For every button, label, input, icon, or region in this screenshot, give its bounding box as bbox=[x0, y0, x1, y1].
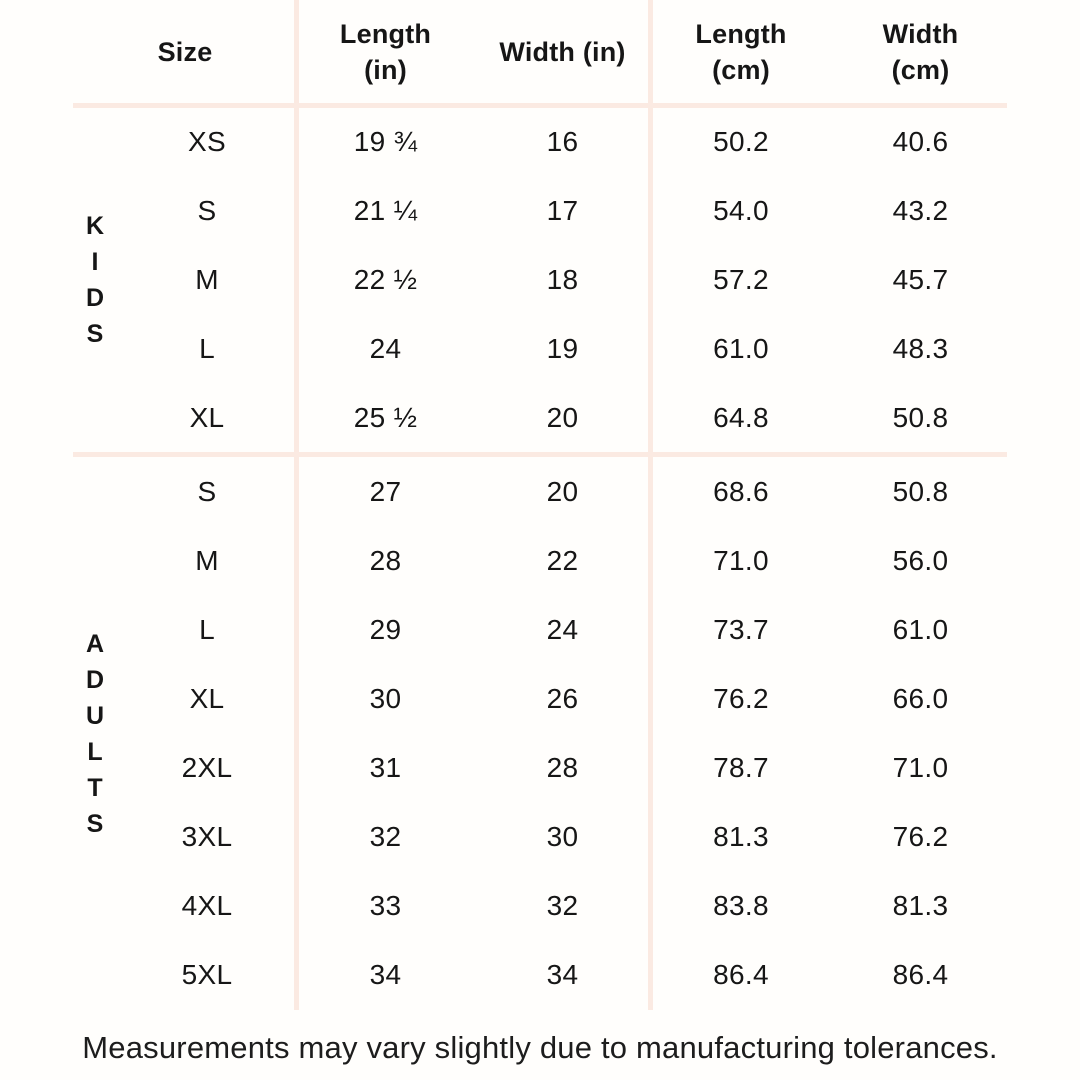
cell-size: 5XL bbox=[181, 959, 233, 991]
cell-length-in: 31 bbox=[369, 752, 402, 784]
cell-length-cm: 71.0 bbox=[713, 544, 769, 576]
cell-size: L bbox=[199, 613, 215, 645]
cell-width-in: 18 bbox=[546, 263, 579, 295]
cell-width-cm: 40.6 bbox=[892, 126, 949, 158]
cell-width-in: 24 bbox=[546, 613, 579, 645]
cell-width-cm: 56.0 bbox=[892, 544, 949, 576]
cell-width-in: 28 bbox=[546, 752, 579, 784]
cell-width-cm: 86.4 bbox=[892, 959, 949, 991]
cell-length-in: 34 bbox=[369, 959, 402, 991]
cell-size: L bbox=[199, 332, 215, 364]
cell-length-in: 33 bbox=[369, 890, 402, 922]
table-header-row: Size Length (in) Width (in) Length (cm) … bbox=[0, 0, 1010, 103]
cell-width-in: 32 bbox=[546, 890, 579, 922]
cell-width-in: 30 bbox=[546, 821, 579, 853]
cell-size: XL bbox=[189, 401, 225, 433]
cell-width-cm: 81.3 bbox=[892, 890, 949, 922]
column-header-length-in: Length (in) bbox=[339, 18, 432, 85]
cell-width-cm: 66.0 bbox=[892, 682, 949, 714]
cell-size: 3XL bbox=[181, 821, 233, 853]
cell-length-cm: 73.7 bbox=[713, 613, 769, 645]
cell-length-cm: 86.4 bbox=[713, 959, 769, 991]
cell-size: XS bbox=[188, 126, 226, 158]
cell-length-cm: 64.8 bbox=[713, 401, 769, 433]
vertical-divider-right bbox=[648, 0, 653, 1010]
cell-length-cm: 83.8 bbox=[713, 890, 769, 922]
cell-size: M bbox=[195, 263, 219, 295]
table-row: L 24 19 61.0 48.3 bbox=[0, 314, 1010, 383]
cell-length-cm: 76.2 bbox=[713, 682, 769, 714]
header-underline bbox=[73, 103, 1007, 108]
kids-adults-divider bbox=[73, 452, 1007, 457]
group-label-adults: A D U L T S bbox=[85, 629, 105, 838]
table-row: S 27 20 68.6 50.8 bbox=[0, 457, 1010, 526]
cell-width-in: 22 bbox=[546, 544, 579, 576]
table-row: 3XL 32 30 81.3 76.2 bbox=[0, 803, 1010, 872]
cell-width-cm: 50.8 bbox=[892, 475, 949, 507]
cell-length-cm: 68.6 bbox=[713, 475, 769, 507]
cell-width-in: 26 bbox=[546, 682, 579, 714]
cell-length-in: 19 ¾ bbox=[353, 126, 418, 158]
column-header-width-in: Width (in) bbox=[499, 36, 626, 67]
cell-width-cm: 48.3 bbox=[892, 332, 949, 364]
cell-width-in: 16 bbox=[546, 126, 579, 158]
cell-length-cm: 78.7 bbox=[713, 752, 769, 784]
table-row: M 22 ½ 18 57.2 45.7 bbox=[0, 246, 1010, 315]
column-header-size: Size bbox=[157, 36, 213, 67]
group-label-kids: K I D S bbox=[85, 212, 105, 348]
cell-width-cm: 45.7 bbox=[892, 263, 949, 295]
cell-width-in: 19 bbox=[546, 332, 579, 364]
tolerance-note: Measurements may vary slightly due to ma… bbox=[82, 1030, 998, 1065]
cell-width-in: 34 bbox=[546, 959, 579, 991]
cell-length-cm: 61.0 bbox=[713, 332, 769, 364]
cell-width-in: 17 bbox=[546, 195, 579, 227]
column-header-width-cm: Width (cm) bbox=[882, 18, 959, 85]
cell-length-in: 32 bbox=[369, 821, 402, 853]
table-row: 4XL 33 32 83.8 81.3 bbox=[0, 872, 1010, 941]
cell-length-cm: 54.0 bbox=[713, 195, 769, 227]
cell-size: 4XL bbox=[181, 890, 233, 922]
cell-width-in: 20 bbox=[546, 401, 579, 433]
cell-width-cm: 43.2 bbox=[892, 195, 949, 227]
table-row: L 29 24 73.7 61.0 bbox=[0, 595, 1010, 664]
cell-size: XL bbox=[189, 682, 225, 714]
cell-width-cm: 76.2 bbox=[892, 821, 949, 853]
cell-width-cm: 50.8 bbox=[892, 401, 949, 433]
kids-section: XS 19 ¾ 16 50.2 40.6 S 21 ¼ 17 54.0 43.2… bbox=[0, 108, 1010, 452]
cell-length-cm: 81.3 bbox=[713, 821, 769, 853]
table-row: M 28 22 71.0 56.0 bbox=[0, 526, 1010, 595]
table-row: XL 25 ½ 20 64.8 50.8 bbox=[0, 383, 1010, 452]
cell-length-cm: 57.2 bbox=[713, 263, 769, 295]
vertical-divider-left bbox=[294, 0, 299, 1010]
table-row: XS 19 ¾ 16 50.2 40.6 bbox=[0, 108, 1010, 177]
cell-length-in: 24 bbox=[369, 332, 402, 364]
table-row: 5XL 34 34 86.4 86.4 bbox=[0, 941, 1010, 1010]
table-row: S 21 ¼ 17 54.0 43.2 bbox=[0, 177, 1010, 246]
cell-length-in: 21 ¼ bbox=[353, 195, 418, 227]
cell-length-cm: 50.2 bbox=[713, 126, 769, 158]
table-row: 2XL 31 28 78.7 71.0 bbox=[0, 734, 1010, 803]
cell-size: M bbox=[195, 544, 219, 576]
cell-size: 2XL bbox=[181, 752, 233, 784]
cell-length-in: 22 ½ bbox=[353, 263, 418, 295]
cell-length-in: 27 bbox=[369, 475, 402, 507]
cell-length-in: 28 bbox=[369, 544, 402, 576]
cell-size: S bbox=[197, 475, 217, 507]
cell-size: S bbox=[197, 195, 217, 227]
cell-width-in: 20 bbox=[546, 475, 579, 507]
column-header-length-cm: Length (cm) bbox=[695, 18, 787, 85]
cell-length-in: 30 bbox=[369, 682, 402, 714]
adults-section: S 27 20 68.6 50.8 M 28 22 71.0 56.0 L 29… bbox=[0, 457, 1010, 1010]
cell-length-in: 29 bbox=[369, 613, 402, 645]
cell-length-in: 25 ½ bbox=[353, 401, 418, 433]
cell-width-cm: 61.0 bbox=[892, 613, 949, 645]
cell-width-cm: 71.0 bbox=[892, 752, 949, 784]
table-row: XL 30 26 76.2 66.0 bbox=[0, 664, 1010, 733]
